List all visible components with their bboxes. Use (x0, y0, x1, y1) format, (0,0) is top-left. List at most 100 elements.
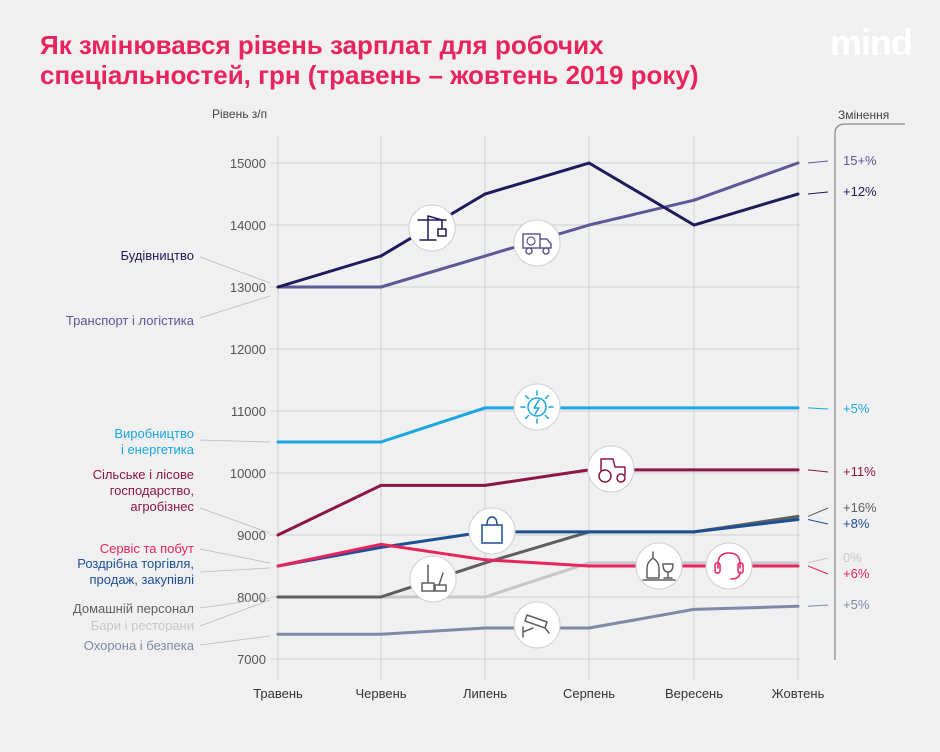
icon-stroke (526, 236, 536, 246)
data-point (587, 161, 591, 165)
y-tick-label: 7000 (237, 652, 266, 667)
icon-stroke (524, 414, 530, 420)
icon-stroke (527, 397, 547, 417)
change-value: +16% (843, 500, 877, 515)
data-point (483, 254, 487, 258)
x-tick-label: Серпень (563, 686, 615, 701)
icon-stroke (481, 524, 503, 544)
icon-badge (587, 445, 635, 493)
change-leader (807, 557, 829, 564)
crane-icon (408, 204, 456, 252)
icon-stroke (542, 247, 550, 255)
icon-badge (705, 542, 753, 590)
data-point (379, 542, 383, 546)
data-point (379, 285, 383, 289)
icon-stroke (600, 458, 626, 476)
data-point (692, 223, 696, 227)
data-point (587, 564, 591, 568)
y-tick-label: 9000 (237, 528, 266, 543)
bottle-glass-icon (635, 542, 683, 590)
icon-stroke (522, 614, 550, 638)
data-point (587, 561, 591, 565)
change-leader (807, 519, 829, 525)
data-point (692, 406, 696, 410)
icon-stroke (486, 516, 498, 526)
icon-stroke (616, 473, 626, 483)
data-point (796, 468, 800, 472)
data-point (692, 561, 696, 565)
data-point (587, 530, 591, 534)
change-value: 15+% (843, 153, 877, 168)
icon-badge (409, 555, 457, 603)
data-point (276, 632, 280, 636)
data-point (587, 223, 591, 227)
icon-stroke (421, 564, 447, 592)
data-point (379, 545, 383, 549)
change-value: +6% (843, 566, 870, 581)
series-label: Будівництво (120, 248, 194, 263)
data-point (379, 632, 383, 636)
series-label: Домашній персонал (73, 601, 194, 616)
series-label: Виробництво і енергетика (114, 426, 194, 457)
data-point (379, 595, 383, 599)
data-point (276, 564, 280, 568)
change-leader (807, 407, 829, 410)
icon-stroke (544, 414, 550, 420)
x-tick-label: Вересень (665, 686, 723, 701)
change-column-bracket (834, 123, 905, 660)
data-point (796, 161, 800, 165)
data-point (483, 406, 487, 410)
chart-title: Як змінювався рівень зарплат для робочих… (40, 30, 699, 90)
data-point (692, 564, 696, 568)
x-tick-label: Жовтень (772, 686, 825, 701)
change-value: +11% (843, 464, 876, 479)
change-leader (807, 507, 829, 517)
icon-stroke (642, 551, 676, 581)
data-point (692, 198, 696, 202)
icon-stroke (544, 394, 550, 400)
data-point (483, 192, 487, 196)
series-line (277, 518, 799, 568)
change-column-header: Змінення (838, 108, 889, 122)
y-tick-label: 13000 (230, 280, 266, 295)
data-point (587, 626, 591, 630)
data-point (796, 192, 800, 196)
icon-badge (468, 507, 516, 555)
y-tick-label: 10000 (230, 466, 266, 481)
leader-line (199, 597, 271, 609)
icon-badge (513, 219, 561, 267)
icon-stroke (714, 562, 721, 574)
data-point (276, 533, 280, 537)
change-leader (807, 604, 829, 607)
data-point (276, 440, 280, 444)
series-label: Роздрібна торгівля, продаж, закупівлі (77, 556, 194, 587)
series-label: Транспорт і логістика (66, 313, 195, 328)
leader-line (199, 256, 271, 284)
data-point (796, 406, 800, 410)
change-value: 0% (843, 550, 862, 565)
icon-stroke (524, 394, 530, 400)
data-point (692, 530, 696, 534)
x-tick-label: Липень (463, 686, 507, 701)
data-point (796, 561, 800, 565)
tractor-icon (587, 445, 635, 493)
series-label: Сільське і лісове господарство, агробізнес (93, 467, 195, 514)
data-point (692, 468, 696, 472)
data-point (483, 483, 487, 487)
icon-stroke (525, 247, 533, 255)
camera-icon (513, 601, 561, 649)
y-tick-label: 12000 (230, 342, 266, 357)
data-point (379, 483, 383, 487)
cleaning-icon (409, 555, 457, 603)
icon-stroke (437, 228, 447, 237)
leader-line (199, 635, 271, 646)
data-point (796, 518, 800, 521)
series-line (277, 468, 798, 537)
x-tick-label: Червень (355, 686, 406, 701)
data-point (796, 604, 800, 608)
leader-line (199, 507, 271, 534)
y-tick-label: 8000 (237, 590, 266, 605)
change-value: +12% (843, 184, 877, 199)
change-value: +5% (843, 401, 870, 416)
change-leader (807, 160, 829, 164)
